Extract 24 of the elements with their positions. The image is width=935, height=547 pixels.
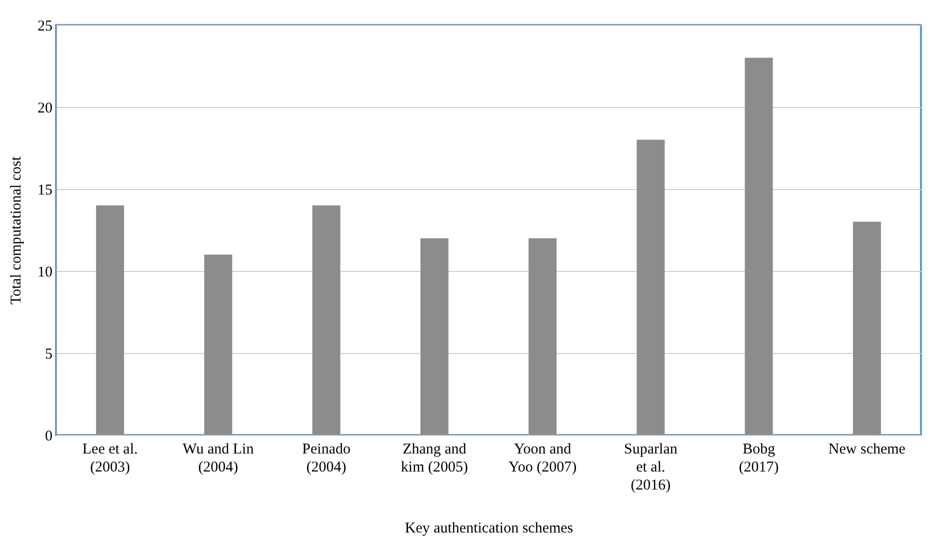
bar <box>744 58 773 435</box>
x-tick-label: Wu and Lin (2004) <box>182 442 254 476</box>
bar <box>312 205 340 435</box>
y-tick-label: 20 <box>38 100 52 116</box>
x-tick-label: Peinado (2004) <box>302 442 350 476</box>
x-tick-label: Yoon and Yoo (2007) <box>508 442 577 476</box>
x-tick-label: New scheme <box>828 442 906 458</box>
x-tick-label: Suparlan et al. (2016) <box>624 442 678 494</box>
y-tick-label: 15 <box>38 182 52 198</box>
x-axis-title: Key authentication schemes <box>404 520 574 536</box>
x-tick-label: Lee et al. (2003) <box>82 442 138 476</box>
bar <box>852 222 881 435</box>
x-tick-label: Bobg (2017) <box>738 442 779 476</box>
y-tick-label: 0 <box>45 428 52 444</box>
bar <box>420 238 448 435</box>
bar <box>528 238 557 435</box>
y-tick-label: 10 <box>38 264 52 280</box>
y-axis-title: Total computational cost <box>8 156 24 305</box>
y-tick-label: 25 <box>38 18 52 34</box>
bar <box>96 205 124 435</box>
y-tick-label: 5 <box>45 346 52 362</box>
bar <box>204 254 232 435</box>
bar <box>636 140 665 435</box>
x-tick-label: Zhang and kim (2005) <box>400 442 468 476</box>
